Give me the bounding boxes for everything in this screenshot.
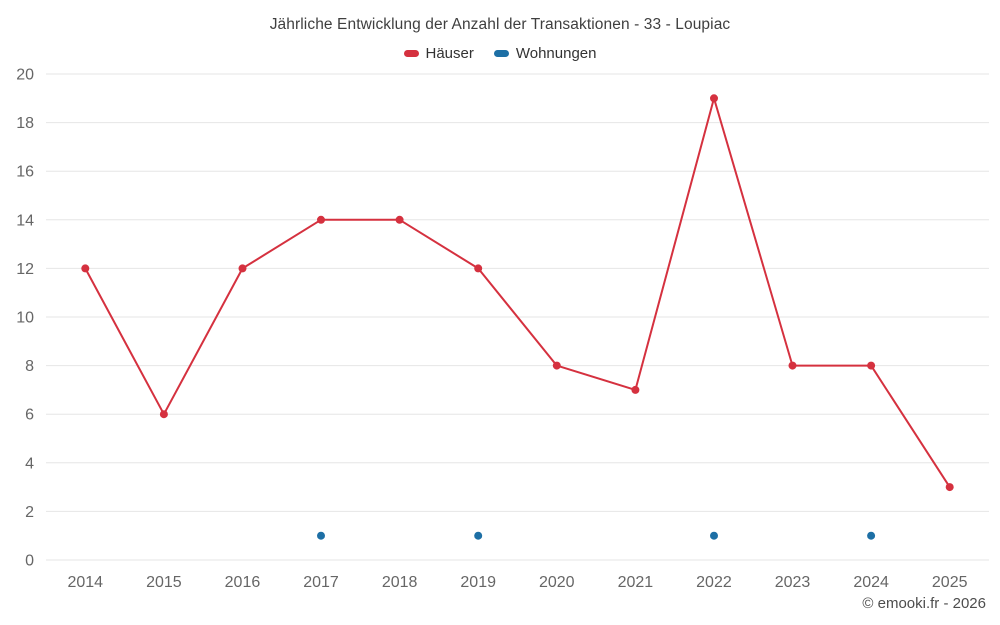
- x-axis-tick-label: 2019: [460, 574, 496, 591]
- data-point[interactable]: [710, 531, 718, 540]
- data-point[interactable]: [474, 531, 483, 540]
- y-axis-tick-label: 2: [25, 504, 34, 521]
- copyright: © emooki.fr - 2026: [862, 595, 986, 612]
- data-point[interactable]: [317, 215, 325, 224]
- legend-label-wohnungen: Wohnungen: [515, 45, 597, 62]
- legend: Häuser Wohnungen: [0, 45, 1000, 62]
- data-point[interactable]: [710, 94, 718, 103]
- data-point[interactable]: [159, 410, 168, 419]
- data-point[interactable]: [474, 264, 483, 273]
- legend-item-wohnungen[interactable]: Wohnungen: [493, 45, 597, 62]
- series-line-0: [84, 97, 951, 489]
- x-axis-tick-label: 2021: [618, 574, 654, 591]
- data-point[interactable]: [867, 361, 876, 370]
- x-axis-tick-label: 2024: [853, 574, 889, 591]
- data-point[interactable]: [552, 361, 561, 370]
- data-point[interactable]: [395, 215, 404, 224]
- x-axis-tick-label: 2017: [303, 574, 339, 591]
- x-axis-tick-label: 2016: [225, 574, 261, 591]
- y-axis-tick-label: 4: [25, 455, 34, 472]
- x-axis-tick-label: 2020: [539, 574, 575, 591]
- x-axis-tick-label: 2022: [696, 574, 732, 591]
- data-point[interactable]: [631, 385, 640, 394]
- wohnungen-series-marker-icon: [493, 50, 509, 57]
- legend-label-haeuser: Häuser: [425, 45, 474, 62]
- y-axis-tick-label: 14: [16, 212, 34, 229]
- y-axis-tick-label: 20: [16, 67, 34, 84]
- haeuser-series-marker-icon: [403, 50, 419, 57]
- y-axis-tick-label: 10: [16, 310, 34, 327]
- data-point[interactable]: [238, 264, 247, 273]
- y-axis-tick-label: 18: [16, 115, 34, 132]
- chart-title: Jährliche Entwicklung der Anzahl der Tra…: [269, 16, 731, 33]
- x-axis-tick-label: 2025: [932, 574, 968, 591]
- data-point[interactable]: [945, 483, 954, 492]
- y-axis-tick-label: 12: [16, 261, 34, 278]
- y-axis-tick-label: 6: [25, 407, 34, 424]
- x-axis-tick-label: 2015: [146, 574, 182, 591]
- y-axis-tick-label: 0: [25, 553, 34, 570]
- data-point[interactable]: [81, 264, 90, 273]
- data-point[interactable]: [788, 361, 797, 370]
- y-axis-tick-label: 16: [16, 164, 34, 181]
- data-point[interactable]: [867, 531, 876, 540]
- x-axis-tick-label: 2023: [775, 574, 811, 591]
- legend-item-haeuser[interactable]: Häuser: [403, 45, 474, 62]
- data-point[interactable]: [317, 531, 325, 540]
- x-axis-tick-label: 2014: [67, 574, 103, 591]
- x-axis-tick-label: 2018: [382, 574, 418, 591]
- y-axis-tick-label: 8: [25, 358, 34, 375]
